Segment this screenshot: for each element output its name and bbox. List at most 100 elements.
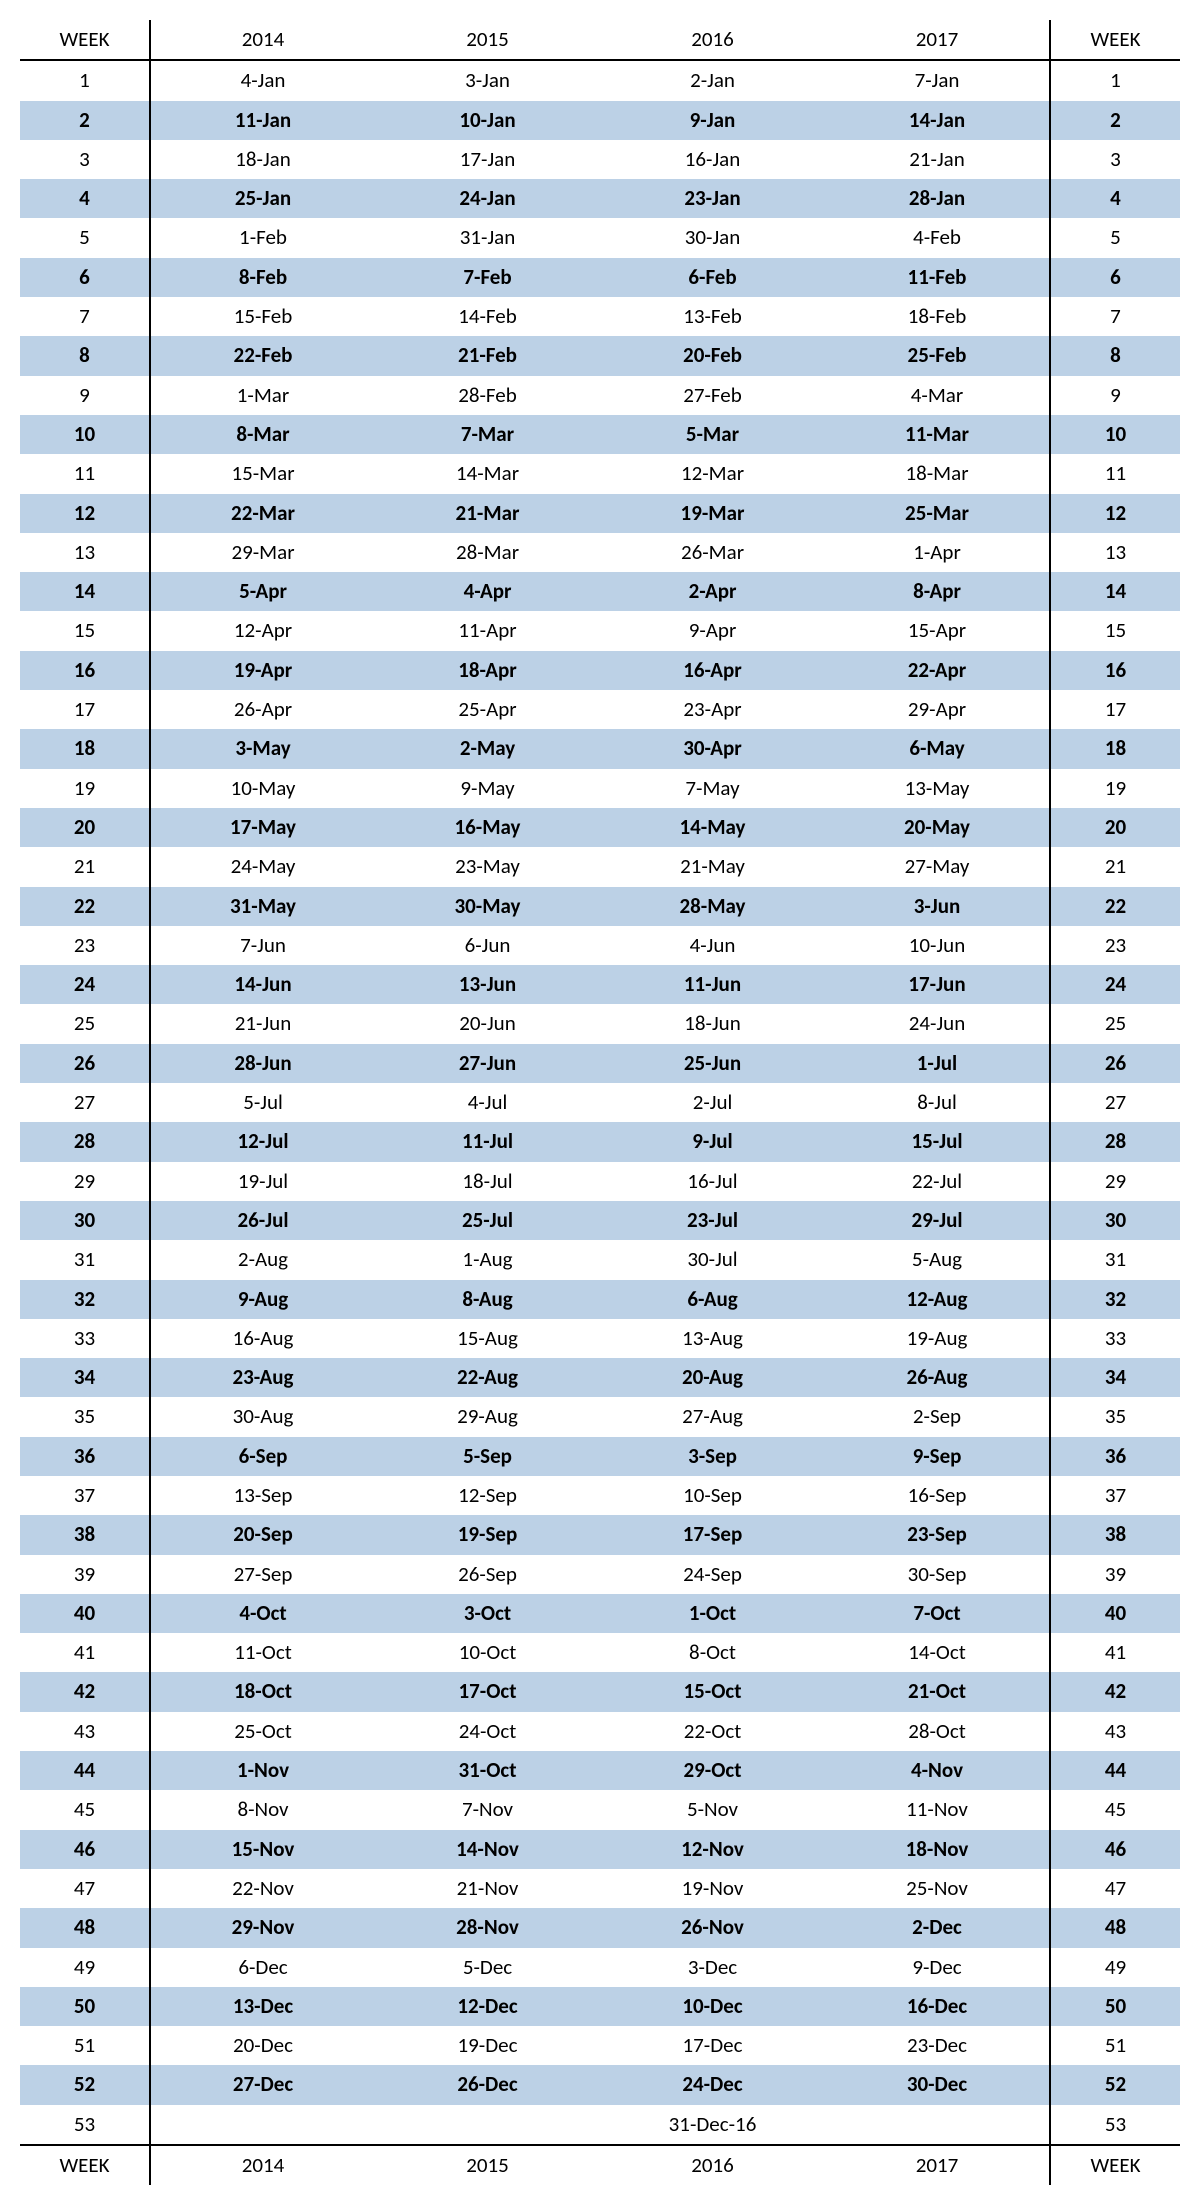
cell-week-right: 11 xyxy=(1050,454,1180,493)
cell-week-right: 21 xyxy=(1050,847,1180,886)
cell-2017: 18-Mar xyxy=(825,454,1050,493)
cell-2016: 15-Oct xyxy=(600,1672,825,1711)
cell-week-left: 16 xyxy=(20,651,150,690)
table-row: 183-May2-May30-Apr6-May18 xyxy=(20,729,1180,768)
cell-2016: 13-Aug xyxy=(600,1319,825,1358)
cell-2017: 29-Jul xyxy=(825,1201,1050,1240)
cell-week-right: 30 xyxy=(1050,1201,1180,1240)
cell-2014: 18-Oct xyxy=(150,1672,375,1711)
cell-week-left: 10 xyxy=(20,415,150,454)
cell-2016: 26-Nov xyxy=(600,1908,825,1947)
cell-2014: 19-Apr xyxy=(150,651,375,690)
cell-2016: 24-Sep xyxy=(600,1555,825,1594)
table-row: 3316-Aug15-Aug13-Aug19-Aug33 xyxy=(20,1319,1180,1358)
table-row: 4829-Nov28-Nov26-Nov2-Dec48 xyxy=(20,1908,1180,1947)
table-row: 404-Oct3-Oct1-Oct7-Oct40 xyxy=(20,1594,1180,1633)
cell-2016: 20-Feb xyxy=(600,336,825,375)
table-row: 5331-Dec-1653 xyxy=(20,2105,1180,2145)
cell-week-left: 43 xyxy=(20,1712,150,1751)
cell-2014: 29-Nov xyxy=(150,1908,375,1947)
cell-week-right: 6 xyxy=(1050,258,1180,297)
cell-2017: 26-Aug xyxy=(825,1358,1050,1397)
cell-2014: 27-Sep xyxy=(150,1555,375,1594)
cell-week-left: 45 xyxy=(20,1790,150,1829)
header-week-left: WEEK xyxy=(20,20,150,60)
cell-2016: 2-Jul xyxy=(600,1083,825,1122)
cell-2014: 23-Aug xyxy=(150,1358,375,1397)
cell-2017: 9-Dec xyxy=(825,1948,1050,1987)
table-row: 366-Sep5-Sep3-Sep9-Sep36 xyxy=(20,1437,1180,1476)
cell-2017: 11-Mar xyxy=(825,415,1050,454)
cell-2015: 18-Apr xyxy=(375,651,600,690)
cell-week-left: 51 xyxy=(20,2026,150,2065)
table-row: 51-Feb31-Jan30-Jan4-Feb5 xyxy=(20,218,1180,257)
cell-2014: 15-Nov xyxy=(150,1830,375,1869)
cell-week-right: 4 xyxy=(1050,179,1180,218)
cell-2016: 11-Jun xyxy=(600,965,825,1004)
cell-week-left: 53 xyxy=(20,2105,150,2145)
table-row: 3530-Aug29-Aug27-Aug2-Sep35 xyxy=(20,1397,1180,1436)
cell-2017: 12-Aug xyxy=(825,1280,1050,1319)
cell-week-left: 5 xyxy=(20,218,150,257)
cell-2015: 17-Jan xyxy=(375,140,600,179)
cell-week-right: 46 xyxy=(1050,1830,1180,1869)
cell-2017: 13-May xyxy=(825,769,1050,808)
cell-2016: 1-Oct xyxy=(600,1594,825,1633)
table-row: 4111-Oct10-Oct8-Oct14-Oct41 xyxy=(20,1633,1180,1672)
cell-2017: 24-Jun xyxy=(825,1004,1050,1043)
cell-2015: 20-Jun xyxy=(375,1004,600,1043)
cell-2017: 15-Apr xyxy=(825,611,1050,650)
cell-2017: 5-Aug xyxy=(825,1240,1050,1279)
cell-2017: 3-Jun xyxy=(825,887,1050,926)
cell-2015: 19-Sep xyxy=(375,1515,600,1554)
cell-week-left: 9 xyxy=(20,376,150,415)
cell-2014: 11-Oct xyxy=(150,1633,375,1672)
cell-2014: 16-Aug xyxy=(150,1319,375,1358)
cell-week-right: 13 xyxy=(1050,533,1180,572)
cell-2014: 22-Nov xyxy=(150,1869,375,1908)
cell-2015: 26-Sep xyxy=(375,1555,600,1594)
cell-week-right: 53 xyxy=(1050,2105,1180,2145)
cell-week-left: 44 xyxy=(20,1751,150,1790)
cell-week-right: 25 xyxy=(1050,1004,1180,1043)
cell-2015: 25-Jul xyxy=(375,1201,600,1240)
table-header: WEEK 2014 2015 2016 2017 WEEK xyxy=(20,20,1180,60)
cell-2016: 29-Oct xyxy=(600,1751,825,1790)
cell-week-left: 12 xyxy=(20,494,150,533)
cell-2016: 20-Aug xyxy=(600,1358,825,1397)
cell-week-left: 41 xyxy=(20,1633,150,1672)
cell-2015: 5-Dec xyxy=(375,1948,600,1987)
cell-2016: 17-Dec xyxy=(600,2026,825,2065)
cell-2017: 20-May xyxy=(825,808,1050,847)
cell-week-left: 1 xyxy=(20,60,150,100)
cell-2014 xyxy=(150,2105,375,2145)
cell-week-right: 27 xyxy=(1050,1083,1180,1122)
table-row: 2628-Jun27-Jun25-Jun1-Jul26 xyxy=(20,1044,1180,1083)
cell-2016: 9-Apr xyxy=(600,611,825,650)
table-row: 1329-Mar28-Mar26-Mar1-Apr13 xyxy=(20,533,1180,572)
cell-week-left: 26 xyxy=(20,1044,150,1083)
cell-week-right: 34 xyxy=(1050,1358,1180,1397)
table-row: 2017-May16-May14-May20-May20 xyxy=(20,808,1180,847)
footer-year-2015: 2015 xyxy=(375,2145,600,2185)
cell-2014: 14-Jun xyxy=(150,965,375,1004)
cell-2014: 8-Nov xyxy=(150,1790,375,1829)
cell-2014: 26-Apr xyxy=(150,690,375,729)
cell-week-right: 39 xyxy=(1050,1555,1180,1594)
cell-week-right: 48 xyxy=(1050,1908,1180,1947)
cell-week-left: 22 xyxy=(20,887,150,926)
cell-2017: 1-Apr xyxy=(825,533,1050,572)
cell-week-right: 12 xyxy=(1050,494,1180,533)
cell-2015: 3-Jan xyxy=(375,60,600,100)
table-row: 237-Jun6-Jun4-Jun10-Jun23 xyxy=(20,926,1180,965)
cell-2017: 18-Feb xyxy=(825,297,1050,336)
cell-week-left: 28 xyxy=(20,1122,150,1161)
cell-2017: 14-Oct xyxy=(825,1633,1050,1672)
cell-2014: 21-Jun xyxy=(150,1004,375,1043)
cell-2015: 19-Dec xyxy=(375,2026,600,2065)
cell-week-left: 8 xyxy=(20,336,150,375)
cell-week-left: 11 xyxy=(20,454,150,493)
cell-2017: 9-Sep xyxy=(825,1437,1050,1476)
cell-2014: 4-Oct xyxy=(150,1594,375,1633)
cell-2015: 31-Jan xyxy=(375,218,600,257)
